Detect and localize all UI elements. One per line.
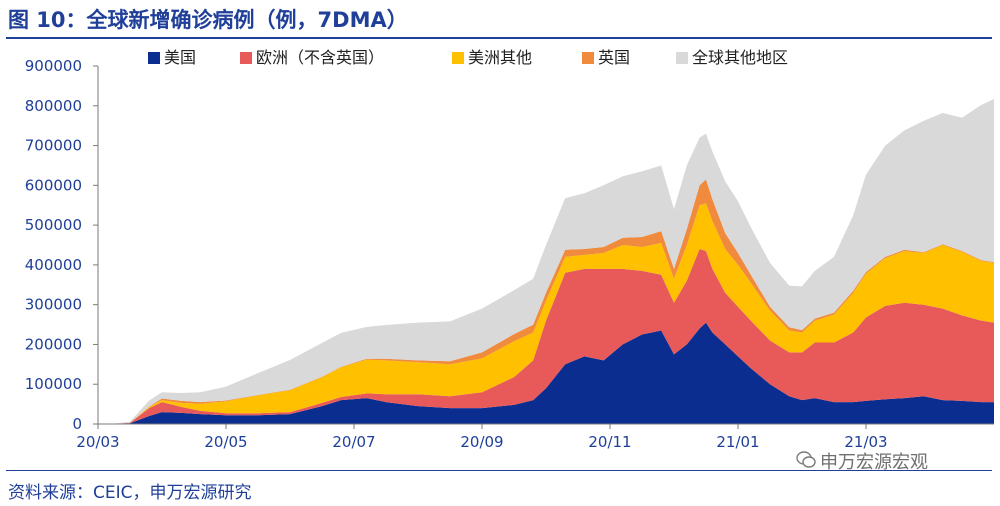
axes-group: 0 100000 200000 300000 400000 500000 600000 700… (25, 57, 994, 451)
stacked-area-chart: 0 100000 200000 300000 400000 500000 600000 700… (25, 48, 995, 451)
source-note: 资料来源：CEIC，申万宏源研究 (8, 483, 252, 503)
y-tick-label: 900000 (25, 57, 82, 75)
legend-label-1: 美国 (164, 48, 196, 67)
y-tick-label: 400000 (25, 256, 82, 274)
x-tick-label: 21/01 (716, 433, 759, 451)
wechat-icon (796, 451, 816, 468)
legend-swatch-3 (452, 52, 464, 64)
x-tick-label: 20/11 (588, 433, 631, 451)
x-tick-label: 20/09 (460, 433, 503, 451)
series-area-1 (110, 322, 995, 424)
x-tick-label: 20/05 (204, 433, 247, 451)
watermark-text: 申万宏源宏观 (820, 452, 928, 473)
x-tick-label: 20/07 (332, 433, 375, 451)
legend-label-5: 全球其他地区 (692, 48, 788, 67)
y-tick-label: 0 (72, 415, 82, 433)
y-tick-label: 800000 (25, 97, 82, 115)
area-series-group (110, 99, 995, 424)
title-divider (6, 37, 992, 39)
series-area-2 (110, 249, 995, 424)
y-tick-label: 600000 (25, 176, 82, 194)
series-area-5 (110, 99, 995, 424)
y-tick-label: 700000 (25, 137, 82, 155)
legend-swatch-2 (240, 52, 252, 64)
legend-label-2: 欧洲（不含英国） (256, 48, 384, 67)
x-tick-label: 20/03 (76, 433, 119, 451)
legend-label-3: 美洲其他 (468, 48, 532, 67)
legend-swatch-4 (582, 52, 594, 64)
chart-title: 图 10：全球新增确诊病例（例，7DMA） (8, 8, 408, 32)
legend-swatch-5 (676, 52, 688, 64)
legend-label-4: 英国 (598, 48, 630, 67)
x-tick-label: 21/03 (844, 433, 887, 451)
y-tick-label: 300000 (25, 296, 82, 314)
footer-divider (6, 470, 992, 471)
y-tick-label: 100000 (25, 375, 82, 393)
legend-swatch-1 (148, 52, 160, 64)
y-tick-label: 200000 (25, 335, 82, 353)
y-tick-label: 500000 (25, 216, 82, 234)
legend: 美国 欧洲（不含英国） 美洲其他 英国 全球其他地区 (148, 48, 788, 67)
